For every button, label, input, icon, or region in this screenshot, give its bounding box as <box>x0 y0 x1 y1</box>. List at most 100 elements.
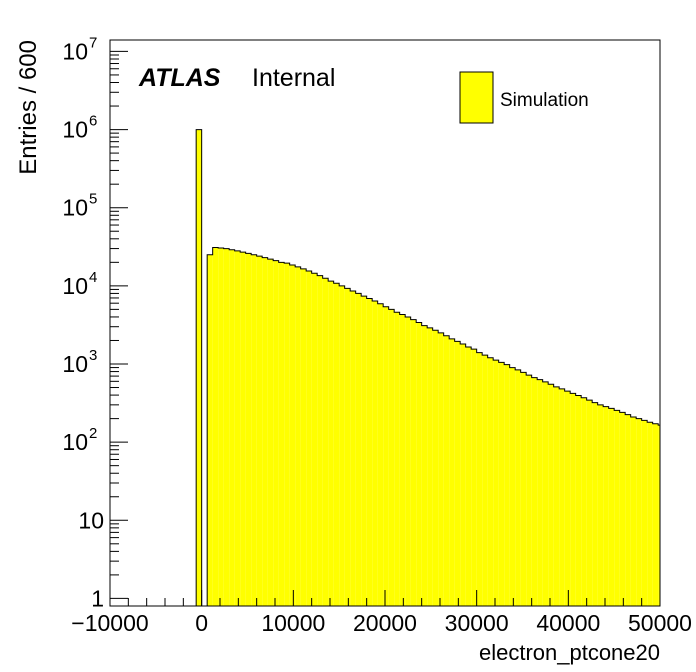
histogram-bar <box>339 285 345 606</box>
histogram-bar <box>641 420 648 606</box>
histogram-bar <box>482 355 488 606</box>
histogram-bar <box>531 377 538 606</box>
histogram-bar <box>196 129 202 606</box>
histogram-bar <box>564 391 571 606</box>
histogram-bar <box>229 249 235 606</box>
histogram-bar <box>449 338 455 606</box>
x-axis-label: electron_ptcone20 <box>479 640 660 665</box>
y-tick-exponent: 5 <box>89 191 97 208</box>
histogram-bar <box>295 266 301 606</box>
histogram-bar <box>251 254 257 606</box>
histogram-bar <box>394 312 400 606</box>
histogram-bar <box>421 325 428 606</box>
histogram-bar <box>570 393 576 606</box>
histogram-bar <box>427 327 433 606</box>
x-tick-label: 0 <box>195 610 208 636</box>
histogram-bar <box>278 262 285 606</box>
histogram-bar <box>658 425 660 606</box>
histogram-bars <box>195 129 660 607</box>
y-tick-label: 10 <box>78 507 104 533</box>
histogram-bar <box>223 248 230 606</box>
histogram-bar <box>399 314 406 606</box>
histogram-bar <box>597 404 604 606</box>
histogram-bar <box>515 369 521 606</box>
histogram-bar <box>476 352 483 606</box>
histogram-outline <box>195 129 660 607</box>
y-tick-label: 10 <box>62 351 88 377</box>
histogram-bar <box>542 381 549 606</box>
x-tick-label: 10000 <box>261 610 325 636</box>
x-tick-label: −10000 <box>71 610 148 636</box>
legend: Simulation <box>459 71 589 124</box>
histogram-bar <box>388 309 395 606</box>
y-tick-exponent: 2 <box>89 425 97 442</box>
histogram-bar <box>256 256 263 606</box>
y-tick-label: 10 <box>62 117 88 143</box>
y-tick-label: 10 <box>62 38 88 64</box>
histogram-bar <box>471 349 477 606</box>
histogram-bar <box>355 293 362 606</box>
histogram-bar <box>218 248 224 606</box>
histogram-bar <box>306 270 312 606</box>
histogram-bar <box>262 257 268 606</box>
histogram-bar <box>383 306 389 606</box>
histogram-bar <box>636 418 642 606</box>
histogram-bar <box>504 364 510 606</box>
x-tick-label: 20000 <box>353 610 417 636</box>
histogram-bar <box>603 406 609 606</box>
x-axis-ticks <box>109 590 661 606</box>
histogram-bar <box>647 422 653 606</box>
histogram-bar <box>520 372 527 606</box>
histogram-bar <box>559 388 565 606</box>
y-tick-label: 10 <box>62 429 88 455</box>
histogram-bar <box>317 275 323 606</box>
histogram-bar <box>410 319 417 606</box>
x-axis-tick-labels: −10000 0 10000 20000 30000 40000 50000 <box>71 610 692 636</box>
histogram-bar <box>625 414 631 606</box>
histogram-bar <box>608 408 615 606</box>
y-tick-exponent: 6 <box>89 113 97 130</box>
histogram-bar <box>333 283 340 606</box>
y-axis-ticks <box>110 50 128 599</box>
histogram-bar <box>344 288 351 606</box>
histogram-bar <box>487 357 494 606</box>
histogram-bar <box>537 379 543 606</box>
histogram-bar <box>553 386 560 606</box>
y-tick-label: 10 <box>62 273 88 299</box>
histogram-bar <box>350 290 356 606</box>
histogram-bar <box>273 260 279 606</box>
histogram-bar <box>465 346 472 606</box>
y-axis-label: Entries / 600 <box>15 40 42 175</box>
histogram-bar <box>509 367 516 606</box>
y-tick-exponent: 4 <box>89 269 97 286</box>
histogram-bar <box>498 362 505 606</box>
histogram-bar <box>526 375 532 606</box>
histogram-bar <box>284 263 290 606</box>
histogram-bar <box>652 423 659 606</box>
y-tick-exponent: 7 <box>89 34 97 51</box>
atlas-sublabel: Internal <box>252 64 335 92</box>
histogram-bar <box>454 341 461 606</box>
histogram-bar <box>212 247 219 606</box>
histogram-bar <box>586 400 593 606</box>
histogram-bar <box>443 335 450 606</box>
histogram-bar <box>289 264 296 606</box>
y-tick-label: 10 <box>62 195 88 221</box>
histogram-bar <box>300 268 307 606</box>
histogram-bar <box>460 344 466 606</box>
histogram-bar <box>372 300 378 606</box>
atlas-label: ATLAS <box>138 64 221 92</box>
histogram-bar <box>619 412 626 606</box>
legend-label: Simulation <box>500 90 589 111</box>
y-tick-exponent: 3 <box>89 347 97 364</box>
histogram-bar <box>240 252 246 606</box>
histogram-bar <box>581 397 587 606</box>
x-tick-label: 30000 <box>445 610 509 636</box>
histogram-bar <box>548 384 554 606</box>
histogram-bar <box>630 416 637 606</box>
histogram-bar <box>234 250 241 606</box>
histogram-bar <box>592 402 598 606</box>
histogram-bar <box>405 316 411 606</box>
